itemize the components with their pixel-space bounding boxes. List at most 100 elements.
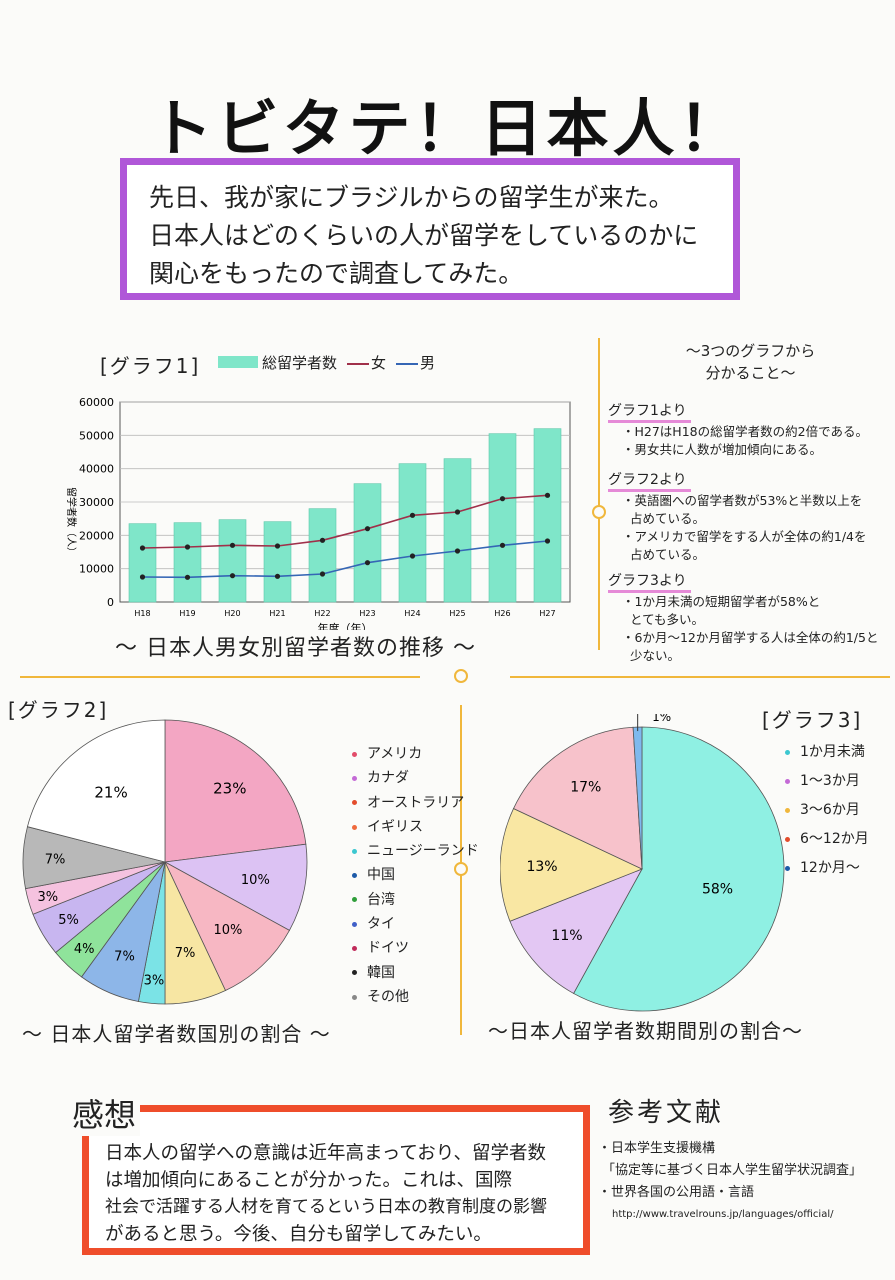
series-point <box>139 574 146 580</box>
legend-label: 1か月未満 <box>800 744 865 760</box>
legend-item: イギリス <box>352 815 479 839</box>
graph1-legend: 総留学者数 女 男 <box>218 352 435 373</box>
series-point <box>364 560 371 566</box>
bar <box>533 428 562 603</box>
legend-dot <box>785 837 790 842</box>
bar <box>308 508 337 603</box>
graph2-legend: アメリカ カナダ オーストラリア イギリス ニュージーランド 中国 台湾 タイ ドイツ 韓国 その他 <box>352 742 479 1009</box>
legend-item: ニュージーランド <box>352 839 479 863</box>
series-point <box>409 512 416 518</box>
legend-label: タイ <box>367 916 395 933</box>
impression-box: 日本人の留学への意識は近年高まっており、留学者数 は増加傾向にあることが分かった… <box>82 1105 590 1255</box>
legend-dot <box>785 808 790 813</box>
legend-item: 1～3か月 <box>785 767 869 796</box>
pie-slice <box>500 808 644 922</box>
legend-item: 3～6か月 <box>785 796 869 825</box>
divider-ring <box>592 505 606 519</box>
legend-item: タイ <box>352 912 479 936</box>
y-axis-label: 留学者数（人） <box>65 487 78 557</box>
legend-label: 中国 <box>367 867 395 884</box>
series-point <box>139 545 146 551</box>
divider-horizontal-left <box>20 676 420 678</box>
divider-vertical-top <box>598 338 600 650</box>
legend-item: 台湾 <box>352 888 479 912</box>
impression-line: 日本人の留学への意識は近年高まっており、留学者数 <box>105 1143 547 1164</box>
x-tick-label: H27 <box>539 609 555 618</box>
legend-dot <box>352 775 357 781</box>
series-point <box>454 548 461 554</box>
pie-label: 10% <box>214 923 243 938</box>
legend-dot <box>352 994 357 1000</box>
legend-female: 女 <box>347 352 386 373</box>
x-tick-label: H18 <box>134 609 150 618</box>
pie-label: 1% <box>652 714 671 724</box>
pie-label: 23% <box>213 779 246 797</box>
intro-line: 関心をもったので調査してみた。 <box>149 259 524 288</box>
x-tick-label: H23 <box>359 609 375 618</box>
legend-dot <box>352 873 357 879</box>
legend-item: アメリカ <box>352 742 479 766</box>
series-point <box>229 573 236 579</box>
graph1-tag: [グラフ1] <box>100 354 201 378</box>
impression-heading: 感想 <box>68 1090 141 1136</box>
legend-dot <box>352 751 357 757</box>
bar <box>443 458 472 603</box>
legend-label: アメリカ <box>367 746 423 762</box>
y-tick-label: 40000 <box>79 463 114 476</box>
reference-url: http://www.travelrouns.jp/languages/offi… <box>612 1209 834 1220</box>
series-point <box>319 571 326 577</box>
pie-slice <box>512 726 643 870</box>
legend-dot <box>352 970 357 976</box>
reference-item: ・世界各国の公用語・言語 <box>598 1185 755 1200</box>
pie-label: 13% <box>526 859 557 875</box>
finding-section: グラフ2より ・英語圏への留学者数が53%と半数以上を 占めている。 ・アメリカ… <box>608 467 893 564</box>
legend-label: 韓国 <box>367 964 395 981</box>
bar <box>488 433 517 603</box>
pie-label: 58% <box>702 881 733 897</box>
legend-dot <box>352 824 357 830</box>
impression-line: は増加傾向にあることが分かった。これは、国際 <box>105 1170 513 1191</box>
legend-total: 総留学者数 <box>218 352 337 373</box>
findings-heading: ～3つのグラフから 分かること～ <box>685 342 816 382</box>
intro-box: 先日、我が家にブラジルからの留学生が来た。 日本人はどのくらいの人が留学をしてい… <box>120 158 740 300</box>
bar <box>218 519 247 603</box>
x-tick-label: H25 <box>449 609 465 618</box>
series-point <box>544 492 551 498</box>
y-tick-label: 50000 <box>79 429 114 442</box>
finding-point: 少ない。 <box>630 648 681 663</box>
graph3-caption: ～日本人留学者数期間別の割合～ <box>488 1019 803 1043</box>
pie-label: 11% <box>551 928 582 944</box>
pie-label: 7% <box>114 950 135 965</box>
pie-slice <box>509 868 643 994</box>
legend-label: 1～3か月 <box>800 773 860 789</box>
x-tick-label: H24 <box>404 609 420 618</box>
legend-dot <box>785 866 790 871</box>
finding-point: とても多い。 <box>630 612 705 627</box>
legend-label: ニュージーランド <box>367 843 479 860</box>
legend-male: 男 <box>396 352 435 373</box>
graph3-pie: 58% 11% 13% 17% 1% <box>500 714 785 1012</box>
finding-point: ・H27はH18の総留学者数の約2倍である。 <box>622 424 868 439</box>
pie-slice <box>573 726 785 1012</box>
pie-label: 7% <box>175 946 196 961</box>
graph2-pie: 23% 10% 10% 7% 3% 7% 4% 5% 3% 7% 21% <box>22 719 308 1005</box>
x-axis-label: 年度（年） <box>318 621 373 630</box>
series-point <box>499 542 506 548</box>
x-tick-label: H20 <box>224 609 240 618</box>
graph3-legend: 1か月未満 1～3か月 3～6か月 6～12か月 12か月～ <box>785 738 869 883</box>
series-point <box>274 573 281 579</box>
finding-head: グラフ3より <box>608 572 691 593</box>
series-point <box>319 537 326 543</box>
legend-item: その他 <box>352 985 479 1009</box>
y-tick-label: 0 <box>107 596 114 609</box>
legend-label: 台湾 <box>367 891 395 908</box>
graph2-tag: [グラフ2] <box>8 698 109 722</box>
graph2-caption: ～ 日本人留学者数国別の割合 ～ <box>22 1022 331 1046</box>
pie-slice <box>163 843 308 931</box>
reference-item: 「協定等に基づく日本人学生留学状況調査」 <box>602 1163 863 1178</box>
bar <box>398 463 427 603</box>
legend-item: 12か月～ <box>785 854 869 883</box>
finding-point: ・1か月未満の短期留学者が58%と <box>622 594 821 609</box>
legend-item: カナダ <box>352 766 479 790</box>
legend-item: 中国 <box>352 863 479 887</box>
